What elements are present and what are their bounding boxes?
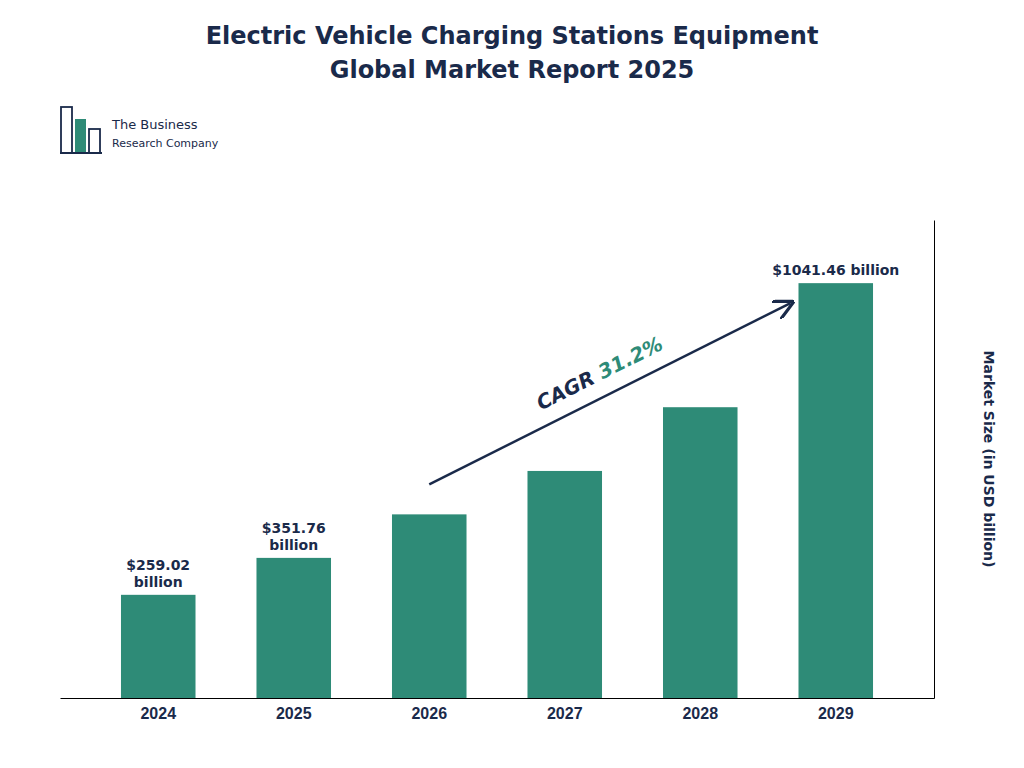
- x-tick-label: 2024: [140, 705, 176, 722]
- x-tick: 2028: [682, 705, 718, 722]
- bars: [121, 283, 873, 698]
- cagr-label-value: 31.2%: [594, 331, 667, 384]
- x-tick-label: 2025: [276, 705, 312, 722]
- x-tick: 2026: [411, 705, 447, 722]
- value-label-line: billion: [269, 537, 318, 553]
- cagr-label-text: CAGR: [532, 363, 604, 415]
- x-tick: 2024: [140, 705, 176, 722]
- bar: [121, 595, 196, 698]
- logo-bar: [75, 119, 86, 153]
- value-label-line: billion: [134, 574, 183, 590]
- cagr-label: CAGR 31.2%: [532, 331, 666, 414]
- x-tick: 2029: [818, 705, 854, 722]
- subtitle: Global Market Report 2025: [330, 56, 695, 84]
- title: Electric Vehicle Charging Stations Equip…: [206, 22, 819, 50]
- logo-icon: [60, 107, 102, 153]
- x-axis-line: [61, 698, 935, 699]
- x-tick-label: 2029: [818, 705, 854, 722]
- bar: [392, 514, 467, 698]
- bar: [527, 471, 602, 698]
- x-tick-label: 2027: [547, 705, 583, 722]
- bar: [798, 283, 873, 698]
- y-axis-title: Market Size (in USD billion): [981, 351, 997, 568]
- x-tick: 2027: [547, 705, 583, 722]
- x-tick-label: 2028: [682, 705, 718, 722]
- x-axis: 2024 2025 2026 2027 2028 2029: [61, 699, 935, 723]
- y-axis-line: [934, 221, 935, 699]
- value-label: $259.02billion: [126, 557, 190, 590]
- value-label: $351.76billion: [262, 520, 326, 553]
- value-label-line: $351.76: [262, 520, 326, 536]
- x-tick-label: 2026: [411, 705, 447, 722]
- value-label-line: $259.02: [126, 557, 190, 573]
- logo: The Business Research Company: [60, 107, 219, 153]
- value-label-line: $1041.46 billion: [772, 262, 899, 278]
- logo-bar: [61, 107, 72, 153]
- x-tick: 2025: [276, 705, 312, 722]
- value-labels: $259.02billion$351.76billion$1041.46 bil…: [126, 262, 899, 590]
- logo-text: The Business: [111, 117, 198, 132]
- bar: [256, 558, 331, 698]
- logo-bar: [89, 129, 100, 153]
- bar: [663, 407, 738, 698]
- chart: Electric Vehicle Charging Stations Equip…: [0, 0, 1024, 768]
- cagr-arrow: [429, 303, 790, 484]
- plot: 202420252026202720282029$259.02billion$3…: [61, 221, 935, 723]
- logo-baseline: [60, 152, 102, 154]
- value-label: $1041.46 billion: [772, 262, 899, 278]
- logo-text: Research Company: [112, 137, 219, 150]
- y-axis: [934, 221, 935, 699]
